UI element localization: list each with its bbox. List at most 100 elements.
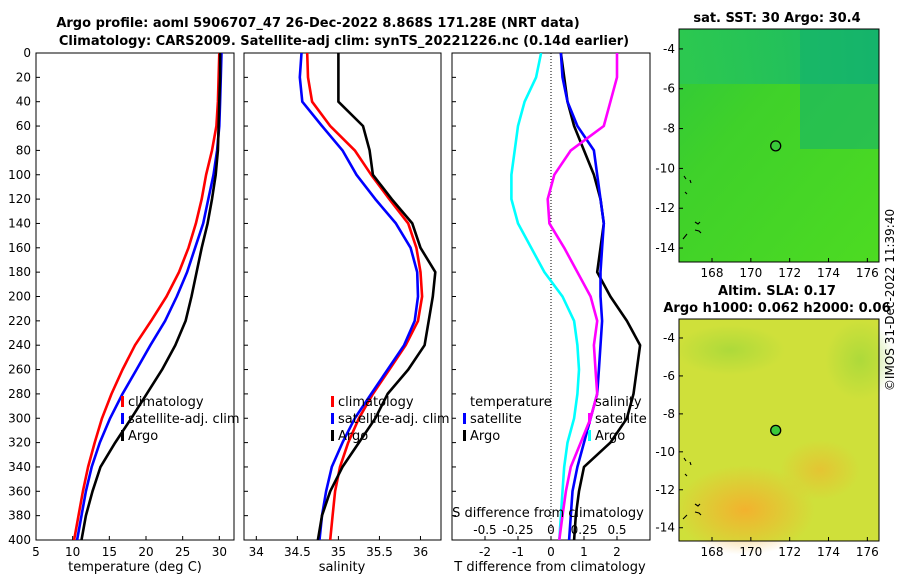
map-lat-label: -8	[663, 407, 675, 421]
x-tick-label: 1	[580, 545, 588, 559]
map-lat-label: -12	[655, 201, 675, 215]
x-tick-label: 10	[65, 545, 80, 559]
series-line-temperature-satellite-adj	[559, 53, 606, 540]
argo-location-marker	[770, 424, 782, 436]
x-tick-label: -2	[479, 545, 491, 559]
salinity-panel: 34 34.5 35 35.5 36 salinity climatology sate…	[243, 52, 450, 575]
x-tick-label: 15	[102, 545, 117, 559]
x-tick-label: 0	[547, 545, 555, 559]
x-tick-label: 36	[413, 545, 428, 559]
map-lat-label: -8	[663, 122, 675, 136]
s-difference-label: S difference from climatology	[452, 506, 644, 521]
map-lat-label: -6	[663, 82, 675, 96]
depth-tick-label: 20	[16, 70, 31, 84]
x-tick-label: 35.5	[366, 545, 393, 559]
map-lat-label: -14	[655, 241, 675, 255]
map-lon-label: 168	[701, 545, 724, 559]
map-lat-label: -10	[655, 161, 675, 175]
legend-label-argo: Argo	[338, 429, 368, 444]
salinity-legend: climatology satellite-adj. clim Argo	[331, 395, 450, 444]
series-line-satellite-adj-clim	[298, 53, 420, 540]
temperature-legend: climatology satellite-adj. clim Argo	[121, 395, 240, 444]
depth-tick-label: 140	[8, 216, 31, 230]
depth-tick-label: 180	[8, 265, 31, 279]
depth-tick-label: 60	[16, 119, 31, 133]
sla-map-title-line1: Altim. SLA: 0.17	[718, 284, 836, 299]
depth-tick-label: 160	[8, 241, 31, 255]
legend-swatch-argo	[331, 430, 334, 441]
figure-title-line1: Argo profile: aoml 5906707_47 26-Dec-202…	[56, 16, 579, 31]
sla-high-region-east	[780, 440, 860, 500]
sst-field-east	[800, 29, 879, 149]
depth-tick-label: 200	[8, 290, 31, 304]
depth-tick-label: 0	[23, 46, 31, 60]
legend-label-satellite-adj: satellite-adj. clim	[338, 412, 450, 427]
x-tick-label: 20	[138, 545, 153, 559]
salinity-series	[298, 53, 437, 540]
x-tick-label: 30	[212, 545, 227, 559]
temperature-x-axis: 5 10 15 20 25 30	[32, 536, 227, 559]
island-coastlines	[682, 457, 702, 520]
map-lat-label: -4	[663, 331, 675, 345]
sla-map-title-line2: Argo h1000: 0.062 h2000: 0.06	[663, 301, 890, 316]
x-tick-label: 35	[331, 545, 346, 559]
depth-tick-label: 360	[8, 484, 31, 498]
sla-map-frame	[678, 318, 880, 542]
map-lon-label: 170	[739, 266, 762, 280]
figure-title-line2: Climatology: CARS2009. Satellite-adj cli…	[59, 34, 629, 49]
temperature-xlabel: temperature (deg C)	[68, 560, 202, 575]
s-diff-tick-label: -0.25	[502, 523, 533, 537]
copyright-timestamp: ©IMOS 31-Dec-2022 11:39:40	[883, 209, 897, 391]
legend-swatch-climatology	[121, 396, 124, 407]
sla-map-panel: Altim. SLA: 0.17 Argo h1000: 0.062 h2000…	[655, 284, 895, 559]
sst-map-frame	[678, 28, 880, 263]
map-lon-label: 174	[817, 545, 840, 559]
sla-map-axes: 168 170 172 174 176 -4 -6 -8 -10 -12 -14	[655, 331, 878, 559]
legend-label-sal-satellite: satellite	[595, 412, 647, 427]
legend-swatch-sal-argo	[588, 430, 591, 441]
salinity-x-axis: 34 34.5 35 35.5 36	[244, 52, 428, 559]
salinity-xlabel: salinity	[319, 560, 366, 575]
legend-label-temperature: temperature	[470, 395, 552, 410]
sst-map-panel: sat. SST: 30 Argo: 30.4 168 170 172 174 176 -…	[655, 11, 880, 280]
legend-label-argo: Argo	[128, 429, 158, 444]
map-lat-label: -14	[655, 521, 675, 535]
map-lat-label: -6	[663, 369, 675, 383]
island-coastlines	[682, 175, 702, 240]
legend-label-salinity: salinity	[595, 395, 642, 410]
map-lon-label: 176	[856, 545, 879, 559]
depth-tick-label: 320	[8, 436, 31, 450]
temperature-series	[72, 53, 223, 540]
temperature-axes-frame	[35, 52, 235, 541]
depth-tick-label: 120	[8, 192, 31, 206]
legend-label-satellite-adj: satellite-adj. clim	[128, 412, 240, 427]
depth-tick-label: 280	[8, 387, 31, 401]
legend-swatch-satellite-adj	[121, 413, 124, 424]
difference-legend-temperature: temperature satellite Argo	[463, 395, 552, 444]
series-line-temperature-satellite	[510, 53, 581, 540]
map-lat-label: -4	[663, 42, 675, 56]
depth-tick-label: 400	[8, 533, 31, 547]
depth-tick-label: 380	[8, 509, 31, 523]
legend-label-argo: Argo	[470, 429, 500, 444]
s-diff-tick-label: -0.5	[473, 523, 496, 537]
series-line-climatology	[305, 53, 424, 540]
difference-panel: -2 -1 0 1 2 -0.5 -0.25 0 0.25 0.5 S difference f…	[451, 52, 651, 575]
sla-low-region-east	[825, 320, 895, 400]
t-difference-x-axis: -2 -1 0 1 2	[452, 52, 621, 559]
difference-legend-salinity: salinity satellite Argo	[588, 395, 647, 444]
series-line-argo	[316, 53, 437, 540]
legend-swatch-climatology	[331, 396, 334, 407]
depth-tick-label: 340	[8, 460, 31, 474]
x-tick-label: 34	[249, 545, 264, 559]
legend-swatch-sal-satellite	[588, 413, 591, 424]
series-line-temperature-argo	[559, 53, 642, 540]
map-lon-label: 170	[739, 545, 762, 559]
x-tick-label: -1	[512, 545, 524, 559]
series-line-argo	[80, 53, 222, 540]
sst-map-axes: 168 170 172 174 176 -4 -6 -8 -10 -12 -14	[655, 42, 878, 280]
map-lat-label: -12	[655, 483, 675, 497]
depth-tick-label: 40	[16, 95, 31, 109]
depth-axis: 0 20 40 60 80 100 120 140 160 180 200 220 240 260 280 3…	[8, 46, 40, 547]
